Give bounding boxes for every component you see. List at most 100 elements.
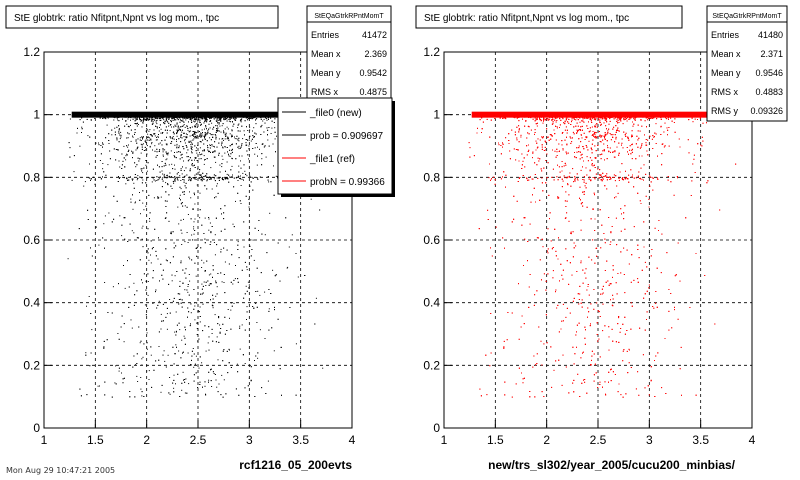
data-point — [151, 119, 153, 121]
data-point — [215, 131, 217, 133]
data-point — [142, 121, 144, 123]
data-point — [184, 326, 186, 328]
data-point — [272, 269, 274, 271]
data-point — [228, 153, 229, 155]
data-point — [261, 153, 263, 155]
data-point — [79, 145, 81, 147]
data-point — [102, 143, 104, 145]
data-point — [225, 177, 227, 179]
data-point — [145, 149, 146, 151]
data-point — [142, 225, 144, 227]
data-point — [198, 131, 200, 132]
data-point — [194, 145, 196, 147]
data-point — [210, 139, 212, 141]
data-point — [195, 355, 197, 357]
data-point — [175, 125, 177, 127]
data-point — [184, 205, 186, 207]
data-point — [147, 250, 148, 252]
data-point — [187, 284, 189, 285]
data-point — [207, 176, 209, 178]
data-point — [202, 285, 204, 287]
data-point — [126, 145, 128, 147]
data-point — [228, 139, 230, 141]
data-point — [140, 119, 142, 120]
data-point — [245, 285, 247, 287]
data-point — [116, 139, 118, 141]
data-point — [194, 125, 196, 127]
data-point — [240, 175, 241, 177]
data-point — [177, 119, 179, 121]
data-point — [162, 303, 164, 305]
data-point — [146, 118, 147, 120]
data-point — [191, 350, 193, 352]
data-point — [140, 377, 142, 378]
data-point — [194, 120, 196, 122]
data-point — [209, 118, 211, 120]
data-point — [146, 117, 148, 119]
data-point — [179, 293, 181, 295]
data-point — [190, 323, 191, 325]
data-point — [199, 141, 201, 142]
data-point — [165, 159, 167, 161]
data-point — [240, 160, 241, 162]
data-point — [156, 176, 158, 178]
data-point — [248, 139, 250, 141]
data-point — [154, 119, 156, 121]
data-point — [234, 136, 235, 138]
data-point — [200, 124, 202, 126]
data-point — [199, 174, 201, 176]
data-point — [181, 120, 183, 122]
data-point — [271, 120, 273, 122]
data-point — [147, 294, 149, 296]
data-point — [208, 379, 210, 381]
data-point — [238, 140, 240, 142]
data-point — [208, 336, 210, 338]
data-point — [240, 119, 242, 121]
data-point — [119, 166, 121, 168]
data-point — [117, 119, 119, 121]
data-point — [178, 303, 180, 305]
data-point — [184, 126, 186, 128]
data-point — [253, 259, 255, 261]
data-point — [252, 189, 254, 191]
data-point — [213, 242, 215, 243]
data-point — [200, 132, 202, 134]
data-point — [188, 311, 190, 313]
data-point — [212, 305, 214, 307]
data-point — [164, 123, 166, 125]
data-point — [182, 371, 184, 373]
data-point — [170, 120, 171, 122]
data-point — [141, 364, 143, 366]
data-point — [207, 132, 209, 134]
data-point — [194, 363, 196, 365]
data-point — [205, 132, 207, 134]
data-point — [196, 328, 198, 329]
data-point — [148, 130, 150, 132]
data-point — [208, 123, 210, 125]
data-point — [250, 239, 252, 241]
data-point — [114, 131, 116, 133]
data-point — [157, 118, 159, 120]
data-point — [105, 137, 107, 139]
data-point — [119, 215, 121, 217]
data-point — [204, 138, 206, 140]
data-point — [196, 136, 198, 138]
data-point — [160, 391, 162, 393]
data-point — [127, 146, 129, 148]
data-point — [191, 149, 193, 151]
data-point — [281, 394, 282, 396]
data-point — [152, 247, 154, 248]
data-point — [237, 130, 239, 132]
data-point — [118, 128, 120, 130]
data-point — [205, 125, 207, 127]
data-point — [191, 163, 193, 165]
data-point — [174, 177, 176, 179]
data-point — [243, 297, 245, 299]
data-point — [166, 117, 168, 119]
data-point — [155, 255, 157, 257]
data-point — [143, 136, 144, 138]
data-point — [90, 179, 91, 181]
data-point — [177, 127, 179, 129]
data-point — [161, 170, 163, 172]
data-point — [190, 145, 192, 147]
